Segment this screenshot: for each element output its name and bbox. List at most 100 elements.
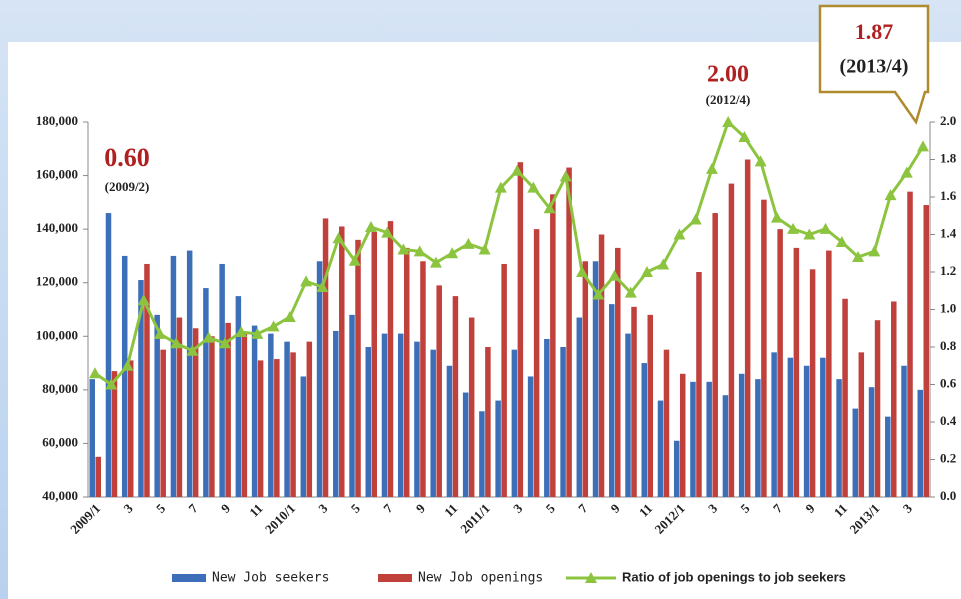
marker	[852, 251, 865, 262]
bar	[907, 191, 913, 497]
bar	[268, 333, 274, 497]
marker	[624, 286, 637, 298]
bar	[219, 263, 225, 497]
y-tick-label: 100,000	[36, 327, 78, 342]
y2-tick-label: 0.8	[940, 338, 957, 353]
bar	[923, 205, 929, 498]
y2-tick-label: 1.2	[940, 263, 956, 278]
marker	[365, 221, 377, 232]
marker	[641, 266, 653, 277]
bar	[365, 347, 371, 497]
bar	[436, 285, 442, 497]
marker	[251, 327, 264, 339]
bar	[511, 349, 518, 497]
bar	[371, 231, 377, 498]
bar	[452, 296, 459, 497]
bar	[517, 162, 524, 497]
y-tick-label: 180,000	[36, 113, 78, 128]
bar	[154, 314, 160, 497]
marker	[576, 266, 589, 277]
marker	[705, 162, 718, 174]
bar	[809, 269, 816, 497]
bar	[874, 320, 881, 497]
bar	[576, 317, 583, 497]
bar	[722, 395, 729, 497]
bar	[901, 365, 907, 497]
annotation-value: 1.87	[855, 19, 894, 44]
marker	[868, 245, 881, 257]
bar	[673, 440, 680, 497]
bar	[485, 347, 491, 497]
annotation-date: (2012/4)	[706, 92, 751, 107]
bar	[761, 199, 767, 497]
bar	[631, 306, 637, 497]
y2-tick-label: 0.4	[940, 413, 957, 428]
bar	[333, 330, 339, 497]
marker	[267, 320, 280, 332]
marker	[153, 327, 166, 339]
marker	[235, 326, 248, 337]
bar	[566, 167, 572, 498]
bar	[663, 349, 670, 497]
marker	[819, 222, 832, 234]
y2-tick-label: 0.6	[940, 375, 957, 390]
bar	[501, 263, 507, 497]
y-tick-label: 40,000	[42, 488, 78, 503]
bar	[284, 341, 290, 497]
marker	[835, 236, 848, 247]
line	[94, 119, 925, 387]
panel	[8, 42, 961, 599]
annotation-date: (2009/2)	[105, 179, 150, 194]
bar	[560, 347, 566, 497]
marker	[787, 222, 800, 234]
marker	[511, 164, 524, 176]
bar	[274, 359, 280, 497]
y2-tick-label: 0.2	[940, 450, 956, 465]
marker	[754, 155, 767, 167]
y2-tick-label: 1.0	[940, 300, 956, 315]
bar	[176, 317, 183, 497]
bar	[420, 261, 426, 497]
bar	[192, 328, 199, 497]
bar	[712, 213, 718, 498]
bar	[706, 381, 712, 497]
bar	[755, 379, 761, 497]
bar	[468, 317, 475, 497]
bar	[690, 381, 696, 497]
marker	[689, 213, 702, 225]
legend-swatch	[172, 574, 206, 582]
bar	[387, 221, 394, 497]
marker	[332, 232, 345, 244]
marker	[316, 281, 329, 292]
y2-tick-label: 1.4	[940, 225, 957, 240]
bar	[917, 389, 923, 497]
marker	[722, 116, 735, 127]
marker	[884, 189, 897, 201]
bar	[891, 301, 897, 497]
bar	[550, 194, 556, 498]
marker	[738, 131, 751, 142]
marker	[348, 254, 361, 266]
bar	[111, 371, 118, 497]
bar	[403, 247, 410, 497]
y-tick-label: 60,000	[42, 434, 78, 449]
bar	[225, 322, 231, 497]
bar	[300, 376, 307, 497]
bar	[495, 400, 501, 497]
bar	[592, 261, 599, 497]
bar	[397, 333, 404, 497]
bar	[89, 379, 95, 497]
bar	[105, 213, 112, 498]
marker	[202, 331, 215, 343]
bar	[625, 333, 631, 497]
bar	[777, 229, 783, 497]
legend-swatch	[378, 574, 412, 582]
bar	[355, 239, 361, 497]
callout-box	[818, 4, 930, 125]
bar	[127, 360, 134, 497]
legend-label: Ratio of job openings to job seekers	[622, 569, 846, 584]
marker	[300, 275, 313, 287]
bar	[582, 261, 589, 497]
bar	[598, 234, 605, 497]
marker	[559, 170, 572, 182]
